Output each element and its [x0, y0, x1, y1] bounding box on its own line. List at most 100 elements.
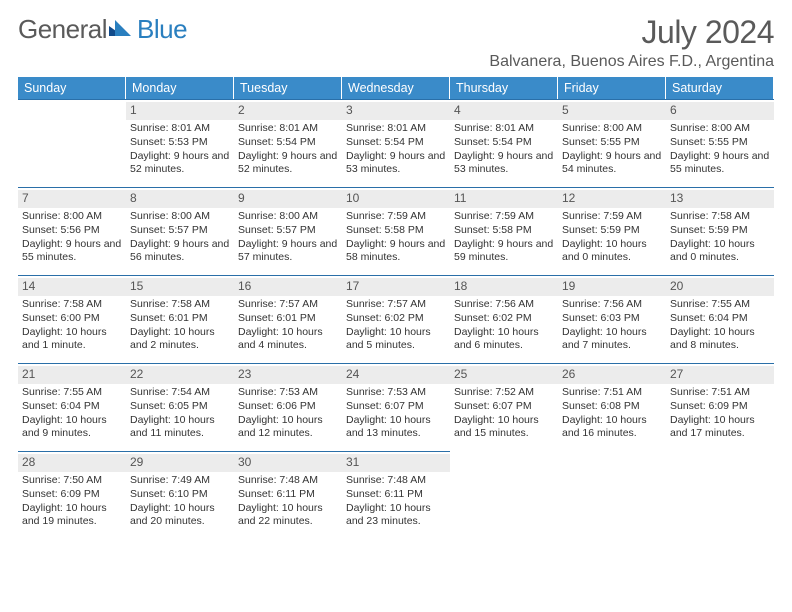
daylight-text: Daylight: 10 hours and 20 minutes. [130, 502, 230, 530]
day-cell: 25Sunrise: 7:52 AMSunset: 6:07 PMDayligh… [450, 363, 558, 451]
day-number: 25 [450, 366, 558, 384]
sunrise-text: Sunrise: 7:55 AM [670, 298, 770, 312]
sunset-text: Sunset: 5:57 PM [130, 224, 230, 238]
day-number: 5 [558, 102, 666, 120]
sunset-text: Sunset: 5:55 PM [562, 136, 662, 150]
daylight-text: Daylight: 9 hours and 54 minutes. [562, 150, 662, 178]
daylight-text: Daylight: 9 hours and 56 minutes. [130, 238, 230, 266]
sunrise-text: Sunrise: 8:00 AM [670, 122, 770, 136]
day-cell: 10Sunrise: 7:59 AMSunset: 5:58 PMDayligh… [342, 187, 450, 275]
sunrise-text: Sunrise: 7:57 AM [238, 298, 338, 312]
sunset-text: Sunset: 5:59 PM [670, 224, 770, 238]
dow-header-wednesday: Wednesday [342, 77, 450, 99]
daylight-text: Daylight: 10 hours and 6 minutes. [454, 326, 554, 354]
daylight-text: Daylight: 9 hours and 52 minutes. [130, 150, 230, 178]
daylight-text: Daylight: 9 hours and 59 minutes. [454, 238, 554, 266]
daylight-text: Daylight: 10 hours and 1 minute. [22, 326, 122, 354]
day-number: 4 [450, 102, 558, 120]
daylight-text: Daylight: 10 hours and 8 minutes. [670, 326, 770, 354]
dow-header-saturday: Saturday [666, 77, 774, 99]
daylight-text: Daylight: 10 hours and 0 minutes. [670, 238, 770, 266]
sunset-text: Sunset: 5:54 PM [238, 136, 338, 150]
sunset-text: Sunset: 6:00 PM [22, 312, 122, 326]
day-cell: 20 Sunrise: 7:55 AMSunset: 6:04 PMDayligh… [666, 275, 774, 363]
day-cell: 6 Sunrise: 8:00 AMSunset: 5:55 PMDaylight… [666, 99, 774, 187]
sunset-text: Sunset: 5:55 PM [670, 136, 770, 150]
sunset-text: Sunset: 6:04 PM [670, 312, 770, 326]
day-number: 17 [342, 278, 450, 296]
daylight-text: Daylight: 10 hours and 0 minutes. [562, 238, 662, 266]
daylight-text: Daylight: 9 hours and 52 minutes. [238, 150, 338, 178]
sunrise-text: Sunrise: 8:00 AM [238, 210, 338, 224]
day-cell: 2Sunrise: 8:01 AMSunset: 5:54 PMDaylight… [234, 99, 342, 187]
daylight-text: Daylight: 10 hours and 5 minutes. [346, 326, 446, 354]
day-number: 6 [666, 102, 774, 120]
day-number: 24 [342, 366, 450, 384]
day-number: 20 [666, 278, 774, 296]
day-cell: 9Sunrise: 8:00 AMSunset: 5:57 PMDaylight… [234, 187, 342, 275]
day-number: 28 [18, 454, 126, 472]
day-number: 27 [666, 366, 774, 384]
dow-header-tuesday: Tuesday [234, 77, 342, 99]
daylight-text: Daylight: 10 hours and 22 minutes. [238, 502, 338, 530]
month-title: July 2024 [489, 14, 774, 51]
day-cell: 19Sunrise: 7:56 AMSunset: 6:03 PMDayligh… [558, 275, 666, 363]
sunset-text: Sunset: 6:09 PM [22, 488, 122, 502]
day-cell: 12 Sunrise: 7:59 AMSunset: 5:59 PMDayligh… [558, 187, 666, 275]
dow-header-monday: Monday [126, 77, 234, 99]
day-cell: 16Sunrise: 7:57 AMSunset: 6:01 PMDayligh… [234, 275, 342, 363]
daylight-text: Daylight: 9 hours and 53 minutes. [454, 150, 554, 178]
sunrise-text: Sunrise: 7:56 AM [562, 298, 662, 312]
sunrise-text: Sunrise: 7:54 AM [130, 386, 230, 400]
day-number: 10 [342, 190, 450, 208]
day-number: 7 [18, 190, 126, 208]
day-cell: 26Sunrise: 7:51 AMSunset: 6:08 PMDayligh… [558, 363, 666, 451]
sunrise-text: Sunrise: 7:48 AM [238, 474, 338, 488]
sunrise-text: Sunrise: 7:59 AM [562, 210, 662, 224]
sunrise-text: Sunrise: 7:51 AM [670, 386, 770, 400]
day-cell [666, 451, 774, 539]
day-number: 30 [234, 454, 342, 472]
day-number: 14 [18, 278, 126, 296]
day-cell: 13Sunrise: 7:58 AMSunset: 5:59 PMDayligh… [666, 187, 774, 275]
daylight-text: Daylight: 10 hours and 4 minutes. [238, 326, 338, 354]
logo-triangles-icon [109, 20, 135, 40]
day-number: 12 [558, 190, 666, 208]
sunrise-text: Sunrise: 7:53 AM [238, 386, 338, 400]
daylight-text: Daylight: 10 hours and 2 minutes. [130, 326, 230, 354]
daylight-text: Daylight: 10 hours and 13 minutes. [346, 414, 446, 442]
day-number: 15 [126, 278, 234, 296]
sunrise-text: Sunrise: 8:00 AM [130, 210, 230, 224]
sunset-text: Sunset: 6:02 PM [346, 312, 446, 326]
calendar-grid: SundayMondayTuesdayWednesdayThursdayFrid… [18, 77, 774, 539]
sunrise-text: Sunrise: 7:51 AM [562, 386, 662, 400]
day-number: 26 [558, 366, 666, 384]
day-cell: 11Sunrise: 7:59 AMSunset: 5:58 PMDayligh… [450, 187, 558, 275]
daylight-text: Daylight: 10 hours and 11 minutes. [130, 414, 230, 442]
sunrise-text: Sunrise: 7:59 AM [346, 210, 446, 224]
header-row: General Blue July 2024 Balvanera, Buenos… [18, 14, 774, 75]
day-cell: 29Sunrise: 7:49 AMSunset: 6:10 PMDayligh… [126, 451, 234, 539]
sunrise-text: Sunrise: 7:50 AM [22, 474, 122, 488]
day-cell [18, 99, 126, 187]
sunset-text: Sunset: 6:07 PM [346, 400, 446, 414]
daylight-text: Daylight: 9 hours and 55 minutes. [670, 150, 770, 178]
day-number: 11 [450, 190, 558, 208]
logo-text-blue: Blue [137, 14, 187, 45]
sunset-text: Sunset: 5:58 PM [346, 224, 446, 238]
day-number: 18 [450, 278, 558, 296]
sunrise-text: Sunrise: 8:00 AM [562, 122, 662, 136]
sunset-text: Sunset: 6:11 PM [238, 488, 338, 502]
daylight-text: Daylight: 10 hours and 7 minutes. [562, 326, 662, 354]
sunset-text: Sunset: 5:59 PM [562, 224, 662, 238]
sunrise-text: Sunrise: 7:57 AM [346, 298, 446, 312]
day-number: 2 [234, 102, 342, 120]
day-cell: 22Sunrise: 7:54 AMSunset: 6:05 PMDayligh… [126, 363, 234, 451]
sunset-text: Sunset: 5:57 PM [238, 224, 338, 238]
day-cell: 5 Sunrise: 8:00 AMSunset: 5:55 PMDaylight… [558, 99, 666, 187]
sunset-text: Sunset: 6:11 PM [346, 488, 446, 502]
day-cell [450, 451, 558, 539]
sunset-text: Sunset: 5:53 PM [130, 136, 230, 150]
day-cell: 30 Sunrise: 7:48 AMSunset: 6:11 PMDayligh… [234, 451, 342, 539]
day-cell: 17 Sunrise: 7:57 AMSunset: 6:02 PMDayligh… [342, 275, 450, 363]
